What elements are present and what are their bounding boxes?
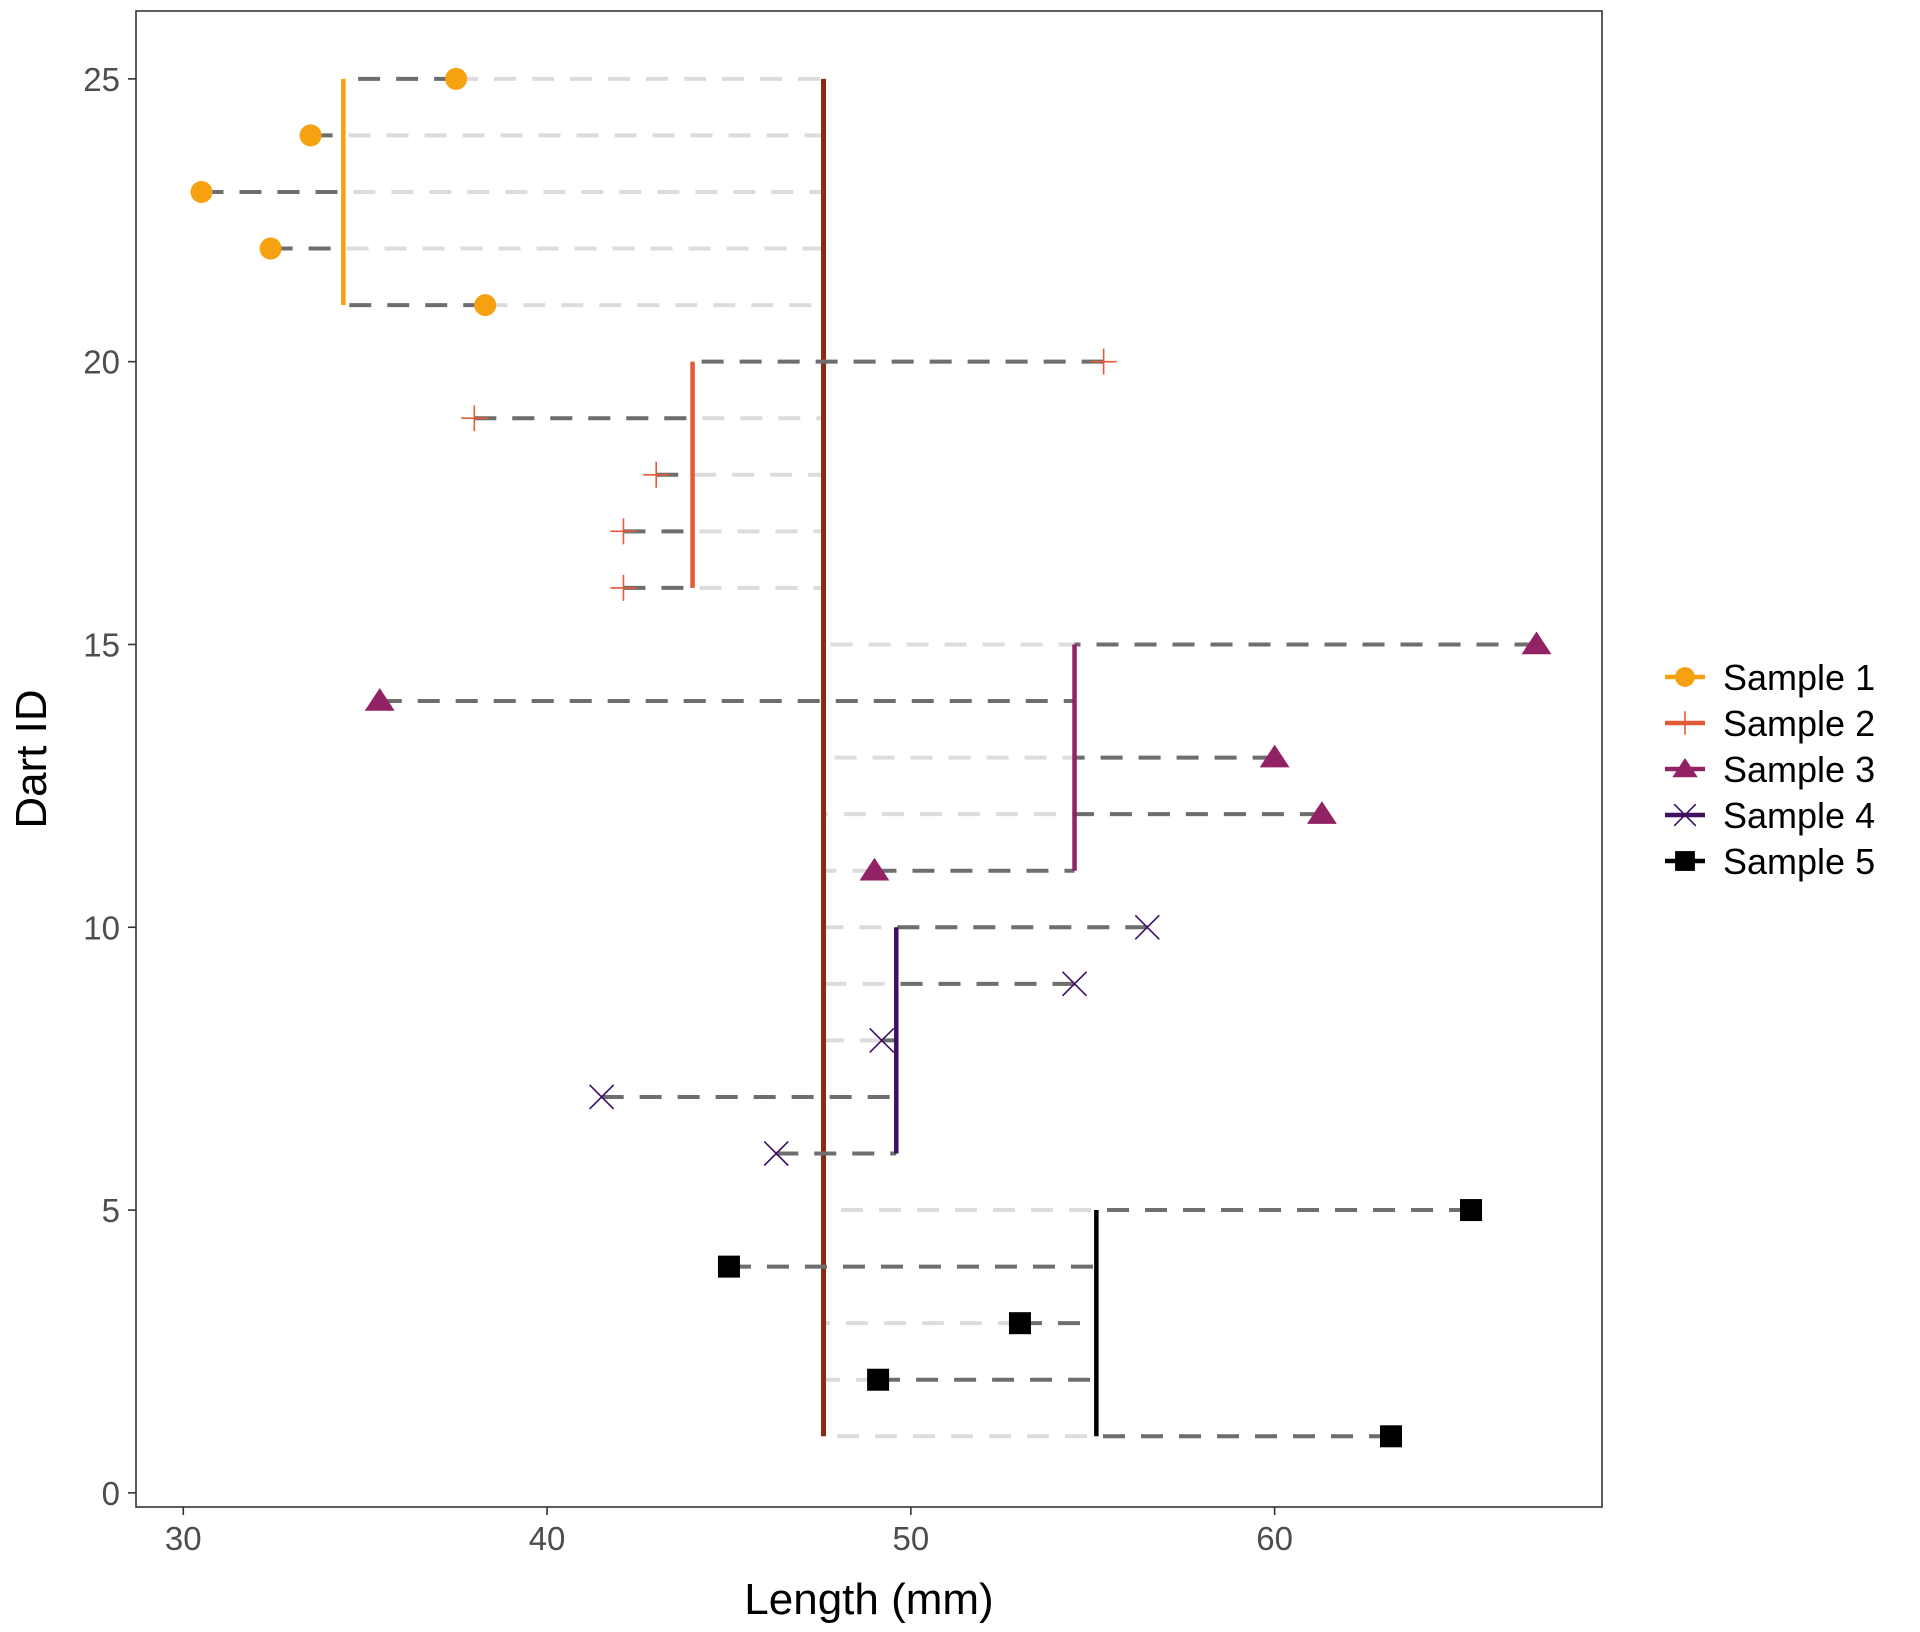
y-tick-label: 0	[102, 1475, 120, 1512]
data-point-sample-3	[1259, 744, 1290, 768]
data-point-sample-4	[763, 1140, 789, 1167]
group-mean-lines	[341, 78, 1099, 1437]
x-tick-label: 60	[1256, 1520, 1293, 1557]
data-point-sample-5	[1008, 1312, 1031, 1335]
data-point-sample-3	[364, 688, 395, 711]
y-tick-label: 20	[83, 344, 120, 381]
x-axis-title: Length (mm)	[744, 1575, 993, 1624]
data-point-sample-5	[1380, 1425, 1403, 1448]
y-tick-label: 5	[102, 1192, 120, 1229]
plot-border	[135, 10, 1603, 1508]
y-axis-title: Dart ID	[7, 689, 56, 828]
data-point-sample-2	[610, 518, 637, 545]
legend-label: Sample 5	[1723, 841, 1875, 882]
data-point-sample-5	[1460, 1199, 1483, 1222]
x-tick-label: 50	[892, 1520, 929, 1557]
data-point-sample-1	[299, 124, 322, 147]
legend-label: Sample 3	[1723, 749, 1875, 790]
x-axis: 30 40 50 60	[165, 1507, 1293, 1557]
data-point-sample-5	[867, 1368, 890, 1391]
legend-label: Sample 1	[1723, 657, 1875, 698]
legend-label: Sample 4	[1723, 795, 1875, 836]
legend-key-marker	[1673, 711, 1697, 735]
y-tick-label: 25	[83, 61, 120, 98]
data-point-sample-5	[717, 1255, 740, 1278]
data-point-sample-2	[1090, 348, 1117, 375]
data-point-sample-3	[1521, 631, 1552, 655]
legend-item-sample-1: Sample 1	[1665, 657, 1875, 698]
legend-label: Sample 2	[1723, 703, 1875, 744]
plot-area	[190, 67, 1552, 1448]
x-tick-label: 30	[165, 1520, 202, 1557]
legend-key-marker	[1675, 851, 1695, 871]
data-point-sample-1	[474, 294, 497, 317]
y-tick-label: 10	[83, 909, 120, 946]
data-point-sample-1	[259, 237, 282, 260]
data-points	[190, 67, 1552, 1448]
data-point-sample-4	[1061, 971, 1088, 997]
legend-item-sample-5: Sample 5	[1665, 841, 1875, 882]
data-point-sample-4	[589, 1084, 615, 1110]
data-point-sample-2	[610, 574, 637, 601]
data-point-sample-4	[869, 1027, 895, 1053]
data-point-sample-2	[461, 405, 488, 432]
legend-item-sample-4: Sample 4	[1665, 795, 1875, 836]
legend-key-marker	[1673, 803, 1697, 827]
data-point-sample-3	[859, 857, 890, 881]
data-point-sample-4	[1134, 914, 1160, 940]
y-tick-label: 15	[83, 626, 120, 663]
legend: Sample 1 Sample 2 Sample 3 Sample 4 Sample 5	[1665, 657, 1875, 882]
legend-key-marker	[1675, 667, 1695, 687]
data-point-sample-3	[1306, 801, 1337, 824]
data-point-sample-2	[643, 461, 670, 488]
y-axis: 0 5 10 15 20 25	[83, 61, 136, 1512]
group-residual-lines	[201, 76, 1537, 1439]
x-tick-label: 40	[529, 1520, 566, 1557]
legend-item-sample-3: Sample 3	[1665, 749, 1875, 790]
data-point-sample-1	[445, 67, 468, 90]
legend-item-sample-2: Sample 2	[1665, 703, 1875, 744]
legend-key-marker	[1672, 757, 1698, 778]
data-point-sample-1	[190, 180, 213, 203]
